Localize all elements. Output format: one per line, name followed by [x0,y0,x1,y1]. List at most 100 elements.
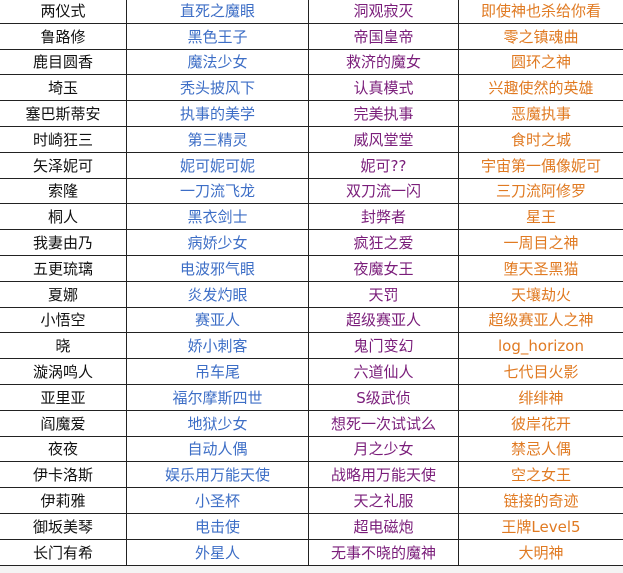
title-1-cell: 电波邪气眼 [126,254,309,282]
table-row: 我妻由乃 病娇少女 疯狂之爱 一周目之神 [0,229,623,256]
title-2-cell: 超电磁炮 [308,512,459,540]
character-name-cell: 御坂美琴 [0,512,127,540]
table-row: 伊莉雅 小圣杯 天之礼服 链接的奇迹 [0,487,623,514]
title-2-cell: 鬼门变幻 [308,332,459,360]
character-name-cell: 桐人 [0,203,127,231]
table-row: 塞巴斯蒂安 执事的美学 完美执事 恶魔执事 [0,100,623,127]
title-3-cell: 零之镇魂曲 [458,22,623,50]
title-2-cell: 战略用万能天使 [308,461,459,489]
title-2-cell: 完美执事 [308,100,459,127]
title-3-cell: 恶魔执事 [458,100,623,127]
title-2-cell: 洞观寂灭 [308,0,459,24]
character-name-cell: 晓 [0,332,127,360]
title-3-cell: 即使神也杀给你看 [458,0,623,24]
title-2-cell: 威风堂堂 [308,125,459,153]
title-3-cell: 彼岸花开 [458,409,623,437]
title-1-cell: 娱乐用万能天使 [126,461,309,489]
title-1-cell: 执事的美学 [126,100,309,127]
title-1-cell: 电击使 [126,512,309,540]
table-row: 埼玉 秃头披风下 认真模式 兴趣使然的英雄 [0,74,623,102]
table-row: 桐人 黑衣剑士 封弊者 星王 [0,203,623,231]
character-name-cell: 两仪式 [0,0,127,24]
title-1-cell: 娇小刺客 [126,332,309,360]
table-row: 鹿目圆香 魔法少女 救济的魔女 圆环之神 [0,48,623,76]
title-1-cell: 直死之魔眼 [126,0,309,24]
character-name-cell: 阎魔爱 [0,409,127,437]
title-3-cell: 链接的奇迹 [458,487,623,514]
character-name-cell: 夏娜 [0,280,127,308]
title-2-cell: 天之礼服 [308,487,459,514]
table-row: 阎魔爱 地狱少女 想死一次试试么 彼岸花开 [0,409,623,437]
title-1-cell: 秃头披风下 [126,74,309,102]
character-name-cell: 伊莉雅 [0,487,127,514]
title-1-cell: 赛亚人 [126,306,309,334]
title-3-cell: 星王 [458,203,623,231]
title-2-cell: 封弊者 [308,203,459,231]
table-row: 索隆 一刀流飞龙 双刀流一闪 三刀流阿修罗 [0,177,623,205]
title-2-cell: 月之少女 [308,435,459,463]
title-1-cell: 小圣杯 [126,487,309,514]
table-row: 御坂美琴 电击使 超电磁炮 王牌Level5 [0,512,623,540]
title-1-cell: 吊车尾 [126,358,309,385]
title-3-cell: 三刀流阿修罗 [458,177,623,205]
title-1-cell: 黑衣剑士 [126,203,309,231]
character-name-cell: 矢泽妮可 [0,151,127,179]
title-3-cell: 禁忌人偶 [458,435,623,463]
table-row: 漩涡鸣人 吊车尾 六道仙人 七代目火影 [0,358,623,385]
character-name-cell: 五更琉璃 [0,254,127,282]
title-3-cell: 堕天圣黑猫 [458,254,623,282]
character-name-cell: 鹿目圆香 [0,48,127,76]
title-1-cell: 自动人偶 [126,435,309,463]
table-row: 长门有希 外星人 无事不晓的魔神 大明神 [0,538,623,566]
table-row: 鲁路修 黑色王子 帝国皇帝 零之镇魂曲 [0,22,623,50]
title-1-cell: 福尔摩斯四世 [126,383,309,411]
title-2-cell: 救济的魔女 [308,48,459,76]
character-name-cell: 塞巴斯蒂安 [0,100,127,127]
title-1-cell: 病娇少女 [126,229,309,256]
title-2-cell: 超级赛亚人 [308,306,459,334]
character-name-cell: 时崎狂三 [0,125,127,153]
title-2-cell: 无事不晓的魔神 [308,538,459,566]
title-2-cell: 认真模式 [308,74,459,102]
title-1-cell: 妮可妮可妮 [126,151,309,179]
title-3-cell: 一周目之神 [458,229,623,256]
table-row: 晓娇小刺客 鬼门变幻 log_horizon [0,332,623,360]
table-row: 五更琉璃 电波邪气眼 夜魔女王 堕天圣黑猫 [0,254,623,282]
title-2-cell: 妮可?? [308,151,459,179]
character-name-cell: 我妻由乃 [0,229,127,256]
table-row: 亚里亚 福尔摩斯四世 S级武侦 绯绯神 [0,383,623,411]
character-name-cell: 索隆 [0,177,127,205]
table-row: 时崎狂三 第三精灵 威风堂堂 食时之城 [0,125,623,153]
character-name-cell: 亚里亚 [0,383,127,411]
title-1-cell: 第三精灵 [126,125,309,153]
title-2-cell: 双刀流一闪 [308,177,459,205]
title-1-cell: 地狱少女 [126,409,309,437]
table-row: 夜夜 自动人偶 月之少女 禁忌人偶 [0,435,623,463]
title-3-cell: 兴趣使然的英雄 [458,74,623,102]
table-row: 夏娜 炎发灼眼 天罚 天壤劫火 [0,280,623,308]
title-3-cell: 超级赛亚人之神 [458,306,623,334]
table-row: 小悟空 赛亚人 超级赛亚人 超级赛亚人之神 [0,306,623,334]
title-1-cell: 黑色王子 [126,22,309,50]
table-row: 两仪式 直死之魔眼 洞观寂灭 即使神也杀给你看 [0,0,623,24]
character-name-cell: 埼玉 [0,74,127,102]
character-name-cell: 长门有希 [0,538,127,566]
title-3-cell: 绯绯神 [458,383,623,411]
title-2-cell: 六道仙人 [308,358,459,385]
title-1-cell: 外星人 [126,538,309,566]
title-3-cell: 大明神 [458,538,623,566]
title-2-cell: 帝国皇帝 [308,22,459,50]
title-3-cell: 王牌Level5 [458,512,623,540]
character-name-cell: 小悟空 [0,306,127,334]
title-2-cell: 天罚 [308,280,459,308]
title-3-cell: 圆环之神 [458,48,623,76]
title-1-cell: 魔法少女 [126,48,309,76]
title-3-cell: log_horizon [458,332,623,360]
title-3-cell: 食时之城 [458,125,623,153]
title-2-cell: S级武侦 [308,383,459,411]
title-3-cell: 宇宙第一偶像妮可 [458,151,623,179]
table-row: 伊卡洛斯 娱乐用万能天使 战略用万能天使 空之女王 [0,461,623,489]
title-1-cell: 一刀流飞龙 [126,177,309,205]
character-name-cell: 伊卡洛斯 [0,461,127,489]
